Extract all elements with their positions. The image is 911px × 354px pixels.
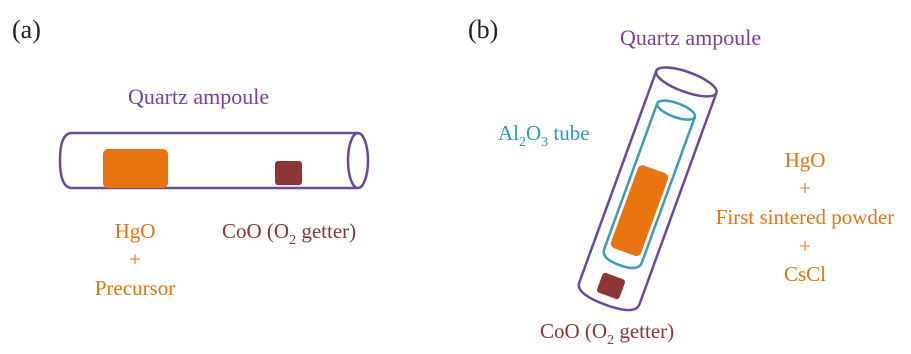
- panel-b-sample-line2: +: [799, 176, 811, 200]
- panel-a-ampoule-label: Quartz ampoule: [128, 84, 269, 109]
- panel-b-sample-line5: CsCl: [784, 262, 826, 286]
- panel-b-alumina-tube: [602, 99, 697, 270]
- panel-b-sample-line3: First sintered powder: [716, 205, 894, 229]
- panel-b-getter-block: [596, 272, 626, 300]
- panel-a-quartz-ampoule: [58, 131, 370, 190]
- panel-b-label: (b): [468, 15, 498, 44]
- panel-a-getter-caption: CoO (O2 getter): [222, 219, 356, 248]
- panel-a-sample-line3: Precursor: [95, 276, 175, 300]
- panel-a-getter-block: [275, 161, 302, 185]
- panel-a-label: (a): [12, 15, 41, 44]
- panel-a-sample-block: [103, 149, 168, 188]
- panel-b-getter-caption: CoO (O2 getter): [540, 319, 674, 348]
- panel-b-sample-line1: HgO: [785, 148, 826, 172]
- panel-b-quartz-ampoule: [577, 66, 718, 312]
- panel-b-tube-caption: Al2O3 tube: [498, 121, 590, 150]
- panel-a-sample-line2: +: [129, 247, 141, 271]
- panel-b-ampoule-label: Quartz ampoule: [620, 25, 761, 50]
- panel-a-sample-line1: HgO: [115, 219, 156, 243]
- panel-b-sample-line4: +: [799, 234, 811, 258]
- panel-b-sample-block: [610, 165, 669, 257]
